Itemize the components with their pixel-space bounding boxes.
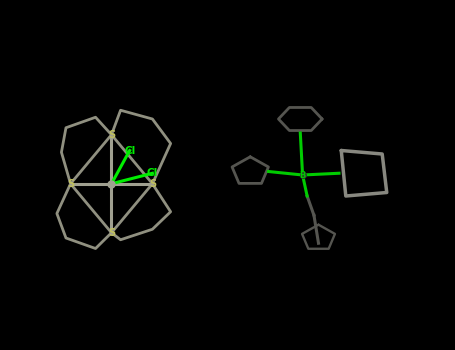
Text: S: S (67, 179, 74, 189)
Text: S: S (108, 130, 115, 140)
Text: S: S (149, 179, 156, 189)
Text: B: B (299, 170, 306, 180)
Text: Cl: Cl (124, 146, 135, 155)
Text: S: S (108, 228, 115, 238)
Text: Cl: Cl (147, 168, 158, 178)
